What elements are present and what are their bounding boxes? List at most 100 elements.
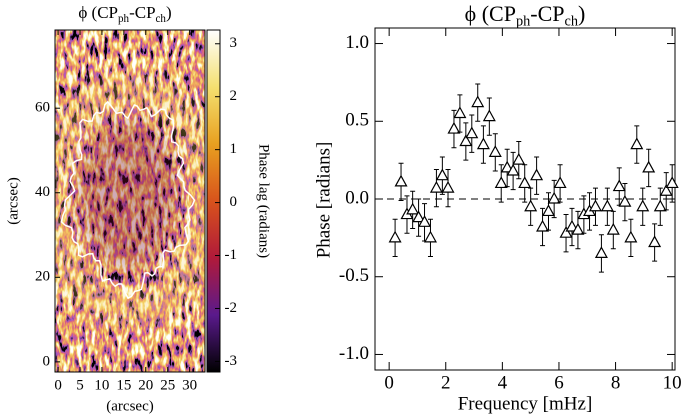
- data-point: [653, 199, 667, 212]
- x-tick-label: 10: [663, 372, 682, 393]
- colorbar-tick-label: 2: [230, 88, 238, 104]
- data-point: [600, 199, 614, 212]
- data-point: [630, 137, 644, 150]
- data-point: [618, 194, 632, 207]
- data-point: [530, 168, 544, 181]
- data-point: [412, 210, 426, 223]
- y-tick-label: 0.0: [345, 187, 369, 208]
- y-tick-label: -0.5: [339, 265, 369, 286]
- data-point: [453, 106, 467, 119]
- umbra: [78, 120, 178, 270]
- data-point: [541, 204, 556, 217]
- colorbar-tick-label: -1: [225, 247, 238, 263]
- y-tick-label: 0.5: [345, 110, 369, 131]
- x-tick-label: 0: [54, 377, 62, 393]
- data-point: [512, 152, 526, 165]
- colorbar-tick-label: -2: [225, 300, 238, 316]
- y-tick-label: 0: [43, 353, 51, 369]
- x-axis-label: Frequency [mHz]: [458, 393, 593, 414]
- data-point: [565, 219, 579, 232]
- y-tick-label: 20: [35, 269, 50, 285]
- data-point: [459, 134, 473, 147]
- colorbar-tick-label: 3: [230, 35, 238, 51]
- data-point: [465, 126, 479, 139]
- x-tick-label: 2: [441, 372, 451, 393]
- data-point: [494, 176, 508, 189]
- y-tick-label: 1.0: [345, 32, 369, 53]
- data-point: [488, 145, 502, 157]
- colorbar-tick-label: -3: [225, 353, 238, 369]
- data-point: [636, 199, 650, 212]
- x-tick-label: 15: [116, 377, 131, 393]
- data-point: [612, 179, 626, 192]
- data-point: [648, 235, 662, 248]
- data-point: [435, 168, 449, 181]
- data-point: [559, 225, 573, 238]
- title-part: -CP: [129, 3, 155, 22]
- data-point: [429, 180, 443, 193]
- data-point: [659, 183, 673, 196]
- data-point: [547, 191, 561, 204]
- x-axis-label: (arcsec): [106, 398, 153, 414]
- data-point: [588, 199, 602, 212]
- title-subscript: ph: [118, 13, 130, 25]
- y-tick-label: 40: [35, 184, 50, 200]
- data-point: [500, 160, 514, 173]
- title-part: ϕ (CP: [465, 1, 516, 26]
- x-tick-label: 10: [94, 377, 109, 393]
- data-point: [441, 180, 455, 193]
- data-point: [506, 163, 520, 176]
- y-tick-label: 60: [35, 100, 50, 116]
- data-point: [606, 222, 620, 235]
- data-point: [471, 95, 485, 108]
- title-subscript: ph: [516, 14, 530, 30]
- x-tick-label: 8: [611, 372, 621, 393]
- data-point: [665, 176, 679, 189]
- x-tick-label: 5: [76, 377, 84, 393]
- title-subscript: ch: [565, 14, 579, 30]
- y-axis-label: Phase [radians]: [313, 142, 334, 259]
- data-point: [423, 230, 437, 243]
- map-frame: [54, 29, 206, 373]
- data-point: [571, 222, 585, 235]
- title-part: ): [578, 1, 585, 26]
- phase-map: [55, 30, 205, 372]
- title-part: -CP: [530, 1, 564, 26]
- data-point: [553, 176, 567, 189]
- left-panel: ϕ (CPph-CPch)0 5 10 15 20 25 300204060(arcsec)…: [5, 3, 271, 415]
- data-point: [518, 176, 532, 189]
- colorbar-tick-label: 1: [230, 141, 238, 157]
- data-point: [524, 199, 538, 212]
- right-panel: ϕ (CPph-CPch) 0 2 4 6 8 10 -1.0 -0.5 0.0 0.5 1.0 Fre…: [313, 1, 681, 414]
- x-tick-label: 20: [138, 377, 153, 393]
- title: ϕ (CPph-CPch): [78, 3, 171, 25]
- colorbar: [206, 29, 221, 373]
- data-point: [642, 160, 656, 173]
- contour: [60, 100, 196, 300]
- data-point: [406, 202, 420, 215]
- x-tick-label: 30: [182, 377, 197, 393]
- x-tick-label: 0: [384, 372, 394, 393]
- data-point: [624, 230, 638, 243]
- x-tick-label: 25: [160, 377, 175, 393]
- data-point: [476, 137, 490, 150]
- title: ϕ (CPph-CPch): [465, 1, 586, 30]
- x-tick-label: 6: [554, 372, 564, 393]
- penumbra: [55, 75, 205, 325]
- data-point: [447, 121, 461, 134]
- y-axis-label: (arcsec): [5, 177, 21, 224]
- data-point: [418, 215, 432, 227]
- colorbar-tick-label: 0: [230, 194, 238, 210]
- y-tick-label: -1.0: [339, 343, 369, 364]
- data-point: [594, 246, 608, 259]
- data-point: [394, 174, 408, 187]
- data-point: [482, 109, 496, 122]
- x-tick-label: 4: [498, 372, 508, 393]
- data-point: [536, 219, 550, 232]
- title-subscript: ch: [156, 13, 167, 25]
- colorbar-label: Phase lag (radians): [256, 144, 272, 258]
- title-part: ): [166, 3, 172, 22]
- title-part: ϕ (CP: [78, 3, 118, 22]
